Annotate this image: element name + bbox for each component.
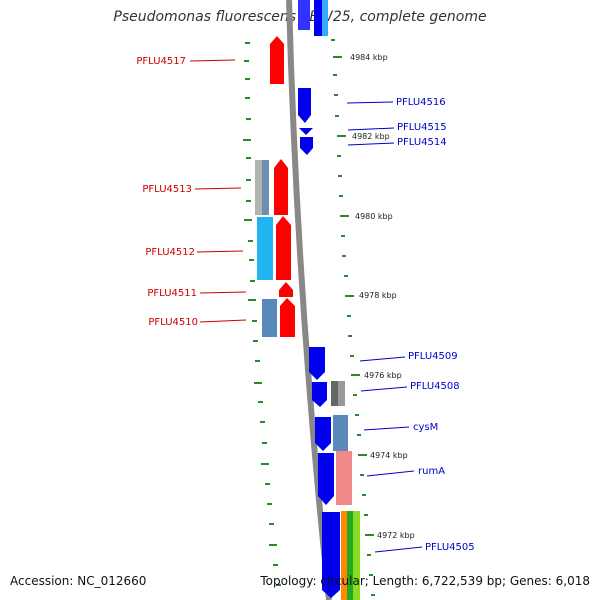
feature-green-block[interactable] <box>347 511 355 600</box>
gene-pflu4512[interactable] <box>276 216 291 280</box>
scale-label: 4982 kbp <box>352 132 390 141</box>
gene-label-pflu4514[interactable]: PFLU4514 <box>397 137 447 148</box>
partial-gene-top[interactable] <box>314 0 322 36</box>
gene-pflu4516[interactable] <box>298 88 311 123</box>
scale-label: 4980 kbp <box>355 212 393 221</box>
genome-backbone <box>286 0 332 600</box>
gene-ruma[interactable] <box>318 453 334 505</box>
gene-label-pflu4510[interactable]: PFLU4510 <box>148 317 198 328</box>
gene-pflu4513[interactable] <box>274 159 288 215</box>
feature-steel-block[interactable] <box>262 160 269 215</box>
gene-label-pflu4517[interactable]: PFLU4517 <box>136 56 186 67</box>
gene-label-pflu4513[interactable]: PFLU4513 <box>142 184 192 195</box>
label-leader-lines <box>189 59 423 553</box>
genome-summary: Topology: circular; Length: 6,722,539 bp… <box>260 574 590 588</box>
feature-steel-block[interactable] <box>262 299 277 337</box>
scale-label: 4974 kbp <box>370 451 408 460</box>
partial-gene-top[interactable] <box>298 0 310 30</box>
scale-label: 4978 kbp <box>359 291 397 300</box>
gene-pflu4517[interactable] <box>270 36 284 84</box>
scale-label: 4972 kbp <box>377 531 415 540</box>
feature-lime-block[interactable] <box>353 511 360 600</box>
feature-grey-block[interactable] <box>338 381 345 406</box>
scale-label: 4976 kbp <box>364 371 402 380</box>
gene-pflu4508[interactable] <box>312 382 327 407</box>
accession-label: Accession: NC_012660 <box>10 574 147 588</box>
outer-tick-track <box>243 42 281 586</box>
feature-pink-block[interactable] <box>336 451 352 505</box>
gene-label-pflu4516[interactable]: PFLU4516 <box>396 97 446 108</box>
scale-label: 4984 kbp <box>350 53 388 62</box>
gene-pflu4515[interactable] <box>299 128 313 135</box>
gene-pflu4511[interactable] <box>279 282 293 297</box>
gene-label-pflu4515[interactable]: PFLU4515 <box>397 122 447 133</box>
feature-cyan-block[interactable] <box>257 217 273 280</box>
gene-label-pflu4511[interactable]: PFLU4511 <box>147 288 197 299</box>
gene-pflu4514[interactable] <box>300 137 313 155</box>
gene-label-pflu4505[interactable]: PFLU4505 <box>425 542 475 553</box>
gene-label-pflu4512[interactable]: PFLU4512 <box>145 247 195 258</box>
gene-label-ruma[interactable]: rumA <box>418 466 445 477</box>
gene-cysm[interactable] <box>315 417 331 451</box>
gene-label-cysm[interactable]: cysM <box>413 422 438 433</box>
gene-pflu4505[interactable] <box>322 512 340 598</box>
gene-pflu4509[interactable] <box>309 347 325 380</box>
feature-orange-block[interactable] <box>341 511 350 600</box>
gene-label-pflu4508[interactable]: PFLU4508 <box>410 381 460 392</box>
partial-feature-top[interactable] <box>322 0 328 36</box>
gene-pflu4510[interactable] <box>280 298 295 337</box>
feature-steel-block[interactable] <box>333 415 348 451</box>
gene-label-pflu4509[interactable]: PFLU4509 <box>408 351 458 362</box>
scale-tick-track <box>331 39 375 596</box>
